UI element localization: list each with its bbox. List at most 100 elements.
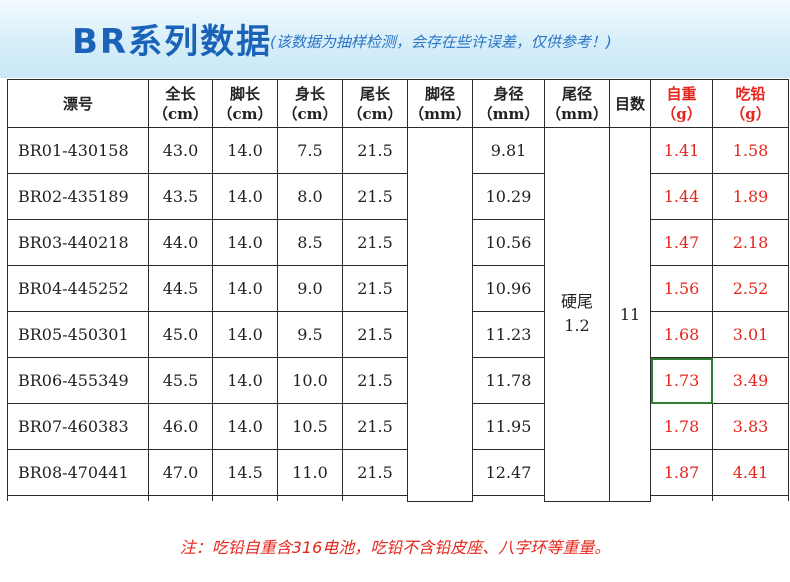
footnote: 注：吃铅自重含316电池，吃铅不含铅皮座、八字环等重量。	[179, 538, 611, 557]
table-header-row: 漂号 全长 （cm） 脚长 （cm） 身长 （cm） 尾长 （cm） 脚径 （mm） 身径…	[7, 79, 789, 128]
cell-lead[interactable]: 2.52	[712, 265, 789, 312]
header-cell-code: 漂号	[7, 79, 149, 128]
cell-tail-length[interactable]: 21.5	[342, 265, 408, 312]
cell-tail-length[interactable]: 21.5	[342, 449, 408, 496]
cell-tail-length[interactable]: 21.5	[342, 173, 408, 220]
cell-mesh-merged[interactable]: 11	[609, 127, 651, 502]
cell-empty	[212, 495, 278, 501]
table-row: BR04-445252 44.5 14.0 9.0 21.5 10.96 1.5…	[7, 265, 789, 312]
cell-weight[interactable]: 1.78	[650, 403, 713, 450]
cell-code[interactable]: BR03-440218	[7, 219, 149, 266]
header-cell-foot-diameter: 脚径 （mm）	[407, 79, 473, 128]
cell-lead[interactable]: 3.83	[712, 403, 789, 450]
cell-foot-length[interactable]: 14.0	[212, 127, 278, 174]
cell-empty	[277, 495, 343, 501]
cell-code[interactable]: BR06-455349	[7, 357, 149, 404]
cell-weight[interactable]: 1.87	[650, 449, 713, 496]
page-title: BR系列数据	[72, 22, 273, 62]
table-row: BR08-470441 47.0 14.5 11.0 21.5 12.47 1.…	[7, 449, 789, 496]
cell-total-length[interactable]: 44.5	[148, 265, 213, 312]
page-subtitle: (该数据为抽样检测，会存在些许误差，仅供参考！)	[270, 33, 612, 51]
cell-foot-length[interactable]: 14.0	[212, 357, 278, 404]
cell-body-length[interactable]: 10.5	[277, 403, 343, 450]
cell-weight[interactable]: 1.56	[650, 265, 713, 312]
cell-tail-length[interactable]: 21.5	[342, 127, 408, 174]
cell-total-length[interactable]: 46.0	[148, 403, 213, 450]
header-cell-body-diameter: 身径 （mm）	[472, 79, 545, 128]
cell-weight-selected[interactable]: 1.73	[650, 357, 713, 404]
cell-total-length[interactable]: 43.5	[148, 173, 213, 220]
cell-lead[interactable]: 3.01	[712, 311, 789, 358]
table-row: BR05-450301 45.0 14.0 9.5 21.5 11.23 1.6…	[7, 311, 789, 358]
cell-lead[interactable]: 1.89	[712, 173, 789, 220]
cell-body-diameter[interactable]: 11.95	[472, 403, 545, 450]
cell-body-diameter[interactable]: 11.78	[472, 357, 545, 404]
cell-foot-length[interactable]: 14.0	[212, 403, 278, 450]
table-row: BR07-460383 46.0 14.0 10.5 21.5 11.95 1.…	[7, 403, 789, 450]
cell-code[interactable]: BR05-450301	[7, 311, 149, 358]
cell-body-length[interactable]: 9.0	[277, 265, 343, 312]
cell-foot-length[interactable]: 14.5	[212, 449, 278, 496]
cell-body-diameter[interactable]: 10.56	[472, 219, 545, 266]
header-cell-mesh: 目数	[609, 79, 651, 128]
cell-code[interactable]: BR04-445252	[7, 265, 149, 312]
cell-total-length[interactable]: 47.0	[148, 449, 213, 496]
cell-foot-diameter[interactable]	[407, 127, 473, 502]
cell-tail-length[interactable]: 21.5	[342, 403, 408, 450]
cell-body-diameter[interactable]: 10.29	[472, 173, 545, 220]
cell-body-length[interactable]: 10.0	[277, 357, 343, 404]
cell-tail-diameter-merged[interactable]: 硬尾 1.2	[544, 127, 610, 502]
cell-foot-length[interactable]: 14.0	[212, 219, 278, 266]
header-cell-weight: 自重 （g）	[650, 79, 713, 128]
cell-foot-length[interactable]: 14.0	[212, 311, 278, 358]
header-cell-total-length: 全长 （cm）	[148, 79, 213, 128]
header-cell-foot-length: 脚长 （cm）	[212, 79, 278, 128]
cell-code[interactable]: BR07-460383	[7, 403, 149, 450]
cell-weight[interactable]: 1.47	[650, 219, 713, 266]
cell-weight[interactable]: 1.41	[650, 127, 713, 174]
cell-lead[interactable]: 2.18	[712, 219, 789, 266]
cell-code[interactable]: BR08-470441	[7, 449, 149, 496]
cell-body-diameter[interactable]: 10.96	[472, 265, 545, 312]
cell-body-diameter[interactable]: 9.81	[472, 127, 545, 174]
cell-lead[interactable]: 4.41	[712, 449, 789, 496]
cell-empty	[342, 495, 408, 501]
cell-weight[interactable]: 1.44	[650, 173, 713, 220]
cell-body-length[interactable]: 9.5	[277, 311, 343, 358]
header-cell-tail-length: 尾长 （cm）	[342, 79, 408, 128]
cell-code[interactable]: BR01-430158	[7, 127, 149, 174]
table-row: BR02-435189 43.5 14.0 8.0 21.5 10.29 1.4…	[7, 173, 789, 220]
cell-foot-length[interactable]: 14.0	[212, 265, 278, 312]
cell-empty	[650, 495, 713, 501]
cell-body-length[interactable]: 7.5	[277, 127, 343, 174]
cell-body-length[interactable]: 8.5	[277, 219, 343, 266]
table-row-cut-off	[7, 495, 789, 501]
cell-empty	[712, 495, 789, 501]
cell-total-length[interactable]: 45.0	[148, 311, 213, 358]
header-cell-body-length: 身长 （cm）	[277, 79, 343, 128]
cell-code[interactable]: BR02-435189	[7, 173, 149, 220]
cell-weight[interactable]: 1.68	[650, 311, 713, 358]
spec-table: 漂号 全长 （cm） 脚长 （cm） 身长 （cm） 尾长 （cm） 脚径 （mm） 身径…	[7, 79, 789, 502]
cell-body-diameter[interactable]: 12.47	[472, 449, 545, 496]
cell-total-length[interactable]: 45.5	[148, 357, 213, 404]
cell-total-length[interactable]: 44.0	[148, 219, 213, 266]
header-cell-tail-diameter: 尾径 （mm）	[544, 79, 610, 128]
cell-body-length[interactable]: 8.0	[277, 173, 343, 220]
cell-total-length[interactable]: 43.0	[148, 127, 213, 174]
cell-tail-length[interactable]: 21.5	[342, 357, 408, 404]
header-cell-lead: 吃铅 （g）	[712, 79, 789, 128]
cell-tail-length[interactable]: 21.5	[342, 311, 408, 358]
cell-lead[interactable]: 3.49	[712, 357, 789, 404]
cell-tail-length[interactable]: 21.5	[342, 219, 408, 266]
cell-foot-length[interactable]: 14.0	[212, 173, 278, 220]
cell-lead[interactable]: 1.58	[712, 127, 789, 174]
cell-body-length[interactable]: 11.0	[277, 449, 343, 496]
cell-body-diameter[interactable]: 11.23	[472, 311, 545, 358]
table-row: BR01-430158 43.0 14.0 7.5 21.5 9.81 硬尾 1…	[7, 127, 789, 502]
header-banner: BR系列数据 (该数据为抽样检测，会存在些许误差，仅供参考！)	[0, 0, 790, 78]
tail-diameter-value: 硬尾 1.2	[560, 292, 593, 336]
table-row: BR03-440218 44.0 14.0 8.5 21.5 10.56 1.4…	[7, 219, 789, 266]
cell-empty	[472, 495, 545, 501]
table-row: BR06-455349 45.5 14.0 10.0 21.5 11.78 1.…	[7, 357, 789, 404]
